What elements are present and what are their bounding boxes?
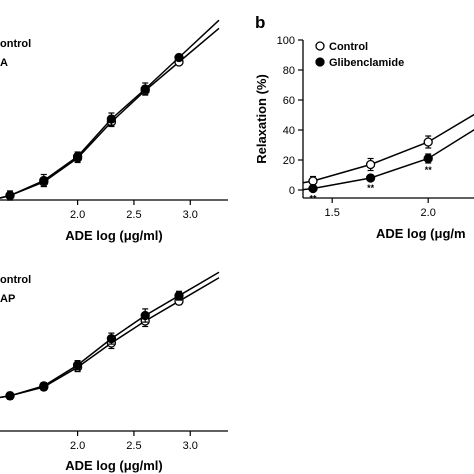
series-line: [302, 128, 474, 191]
x-tick-label: 3.0: [183, 209, 198, 221]
data-point-filled: [39, 175, 49, 186]
significance-label: **: [309, 194, 317, 204]
data-point-filled: [140, 310, 150, 321]
legend-item-label: Control: [329, 41, 368, 53]
data-point-open: [423, 137, 433, 147]
significance-label: **: [425, 165, 433, 175]
chart-panel-b: b 1.5 2.0 0 20 40 60 80 100 ** ** ** Relaxation (…: [254, 13, 474, 241]
y-tick-label: 40: [283, 125, 295, 137]
legend: ontrol A: [0, 38, 31, 69]
y-axis-title: Relaxation (%): [254, 74, 269, 164]
y-tick-label: 0: [289, 185, 295, 197]
legend-item-label: AP: [0, 293, 15, 305]
legend-item-label: ontrol: [0, 274, 31, 286]
series-layer: [0, 19, 220, 201]
series-layer: [302, 113, 474, 194]
chart-top-left: 2.0 2.5 3.0 ADE log (μg/ml) ontrol A: [0, 19, 228, 243]
series-line: [0, 19, 220, 199]
x-tick-label: 1.5: [325, 207, 340, 219]
data-point-open: [308, 176, 318, 186]
chart-bottom-left: 2.0 2.5 3.0 ADE log (μg/ml) ontrol AP: [0, 271, 228, 473]
x-axis-title: ADE log (μg/ml): [65, 458, 163, 473]
data-point-filled: [39, 381, 49, 391]
x-axis-ticks: 2.0 2.5 3.0: [70, 431, 198, 452]
legend-filled-circle-marker: [315, 57, 325, 67]
x-axis-title: ADE log (μg/ml): [65, 228, 163, 243]
x-tick-label: 2.0: [70, 209, 85, 221]
legend-item-label: ontrol: [0, 38, 31, 50]
series-layer: [0, 271, 220, 401]
data-point-filled: [106, 333, 117, 344]
x-tick-label: 2.5: [126, 209, 141, 221]
x-axis-ticks: 2.0 2.5 3.0: [70, 200, 198, 221]
data-point-filled: [5, 190, 15, 201]
legend-open-circle-marker: [315, 41, 325, 51]
data-point-filled: [174, 291, 184, 301]
legend-item-label: A: [0, 57, 8, 69]
y-tick-label: 60: [283, 95, 295, 107]
y-tick-label: 100: [277, 35, 295, 47]
legend-item-label: Glibenclamide: [329, 57, 404, 69]
panel-letter: b: [255, 13, 265, 32]
data-point-filled: [423, 153, 433, 164]
axis-ticks: 1.5 2.0 0 20 40 60 80 100: [277, 35, 436, 219]
significance-label: **: [367, 183, 375, 193]
data-point-filled: [174, 52, 184, 63]
x-tick-label: 2.0: [70, 440, 85, 452]
data-point-open: [365, 159, 376, 170]
y-tick-label: 20: [283, 155, 295, 167]
y-tick-label: 80: [283, 65, 295, 77]
data-point-filled: [308, 183, 318, 194]
legend: Control Glibenclamide: [315, 41, 404, 69]
data-point-filled: [72, 151, 83, 162]
x-tick-label: 3.0: [183, 440, 198, 452]
series-line: [0, 271, 220, 399]
data-point-filled: [106, 114, 117, 124]
data-point-filled: [5, 391, 15, 401]
x-axis-title: ADE log (μg/m: [376, 226, 466, 241]
x-tick-label: 2.5: [126, 440, 141, 452]
data-point-filled: [140, 84, 150, 94]
data-point-filled: [72, 360, 83, 370]
data-point-filled: [365, 173, 376, 183]
significance-annotations: ** ** **: [309, 165, 432, 204]
legend: ontrol AP: [0, 274, 31, 305]
x-tick-label: 2.0: [421, 207, 436, 219]
